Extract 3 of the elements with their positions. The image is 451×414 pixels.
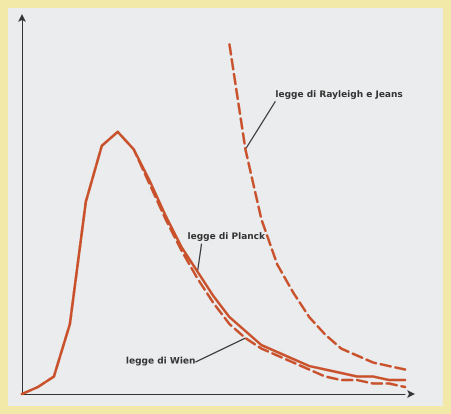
annotation: legge di Planck [188, 232, 266, 242]
annotation: legge di Rayleigh e Jeans [275, 90, 403, 100]
annotation: legge di Wien [126, 356, 196, 367]
